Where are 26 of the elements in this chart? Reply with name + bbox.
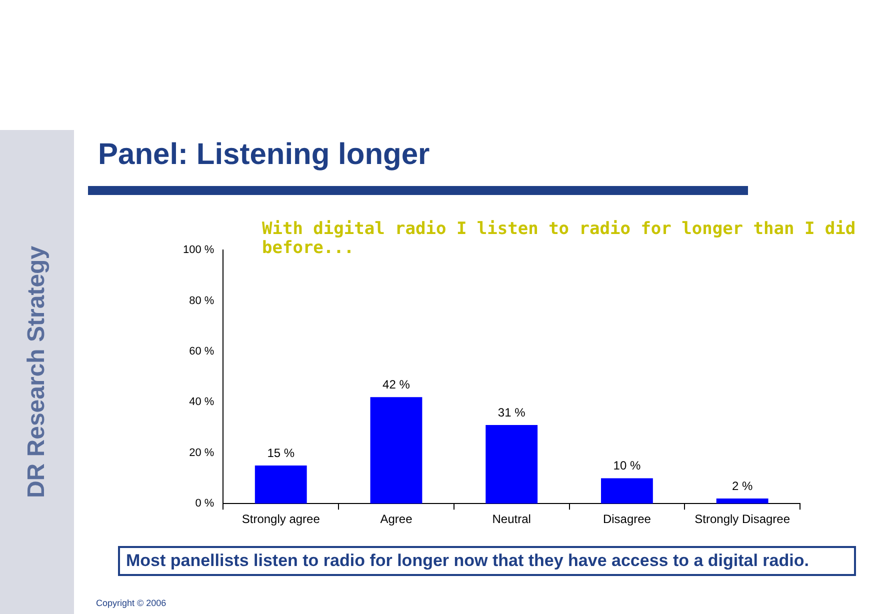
bar <box>716 498 768 504</box>
y-tick-label: 60 % <box>189 345 214 358</box>
y-tick-label: 100 % <box>182 244 214 256</box>
y-tick-label: 0 % <box>195 498 214 510</box>
bar <box>370 397 422 504</box>
x-tick-label: Strongly agree <box>242 512 320 526</box>
data-label: 31 % <box>498 405 526 420</box>
text: Most panellists listen to radio for longer now that they have access to a digital radio. <box>118 546 856 576</box>
chart-title: Panel: Listening longer <box>98 138 430 172</box>
data-label: 2 % <box>732 478 753 493</box>
x-tick-label: Strongly Disagree <box>694 512 790 526</box>
y-tick-label: 40 % <box>189 396 214 408</box>
bar <box>601 478 653 504</box>
text: DR Research Strategy <box>23 246 51 498</box>
data-label: 42 % <box>382 377 410 392</box>
chart-subtitle: With digital radio I listen to radio for longer than I did before... <box>262 219 857 258</box>
x-tick-label: Disagree <box>602 512 652 526</box>
y-tick-label: 20 % <box>189 446 214 459</box>
bar <box>486 424 538 504</box>
data-label: 15 % <box>267 446 295 460</box>
x-tick-label: Neutral <box>492 512 531 526</box>
y-tick-label: 80 % <box>189 294 214 307</box>
text: Copyright © 2006 <box>96 598 166 608</box>
bar <box>254 466 307 504</box>
data-label: 10 % <box>613 458 641 473</box>
x-tick-label: Agree <box>380 512 413 526</box>
